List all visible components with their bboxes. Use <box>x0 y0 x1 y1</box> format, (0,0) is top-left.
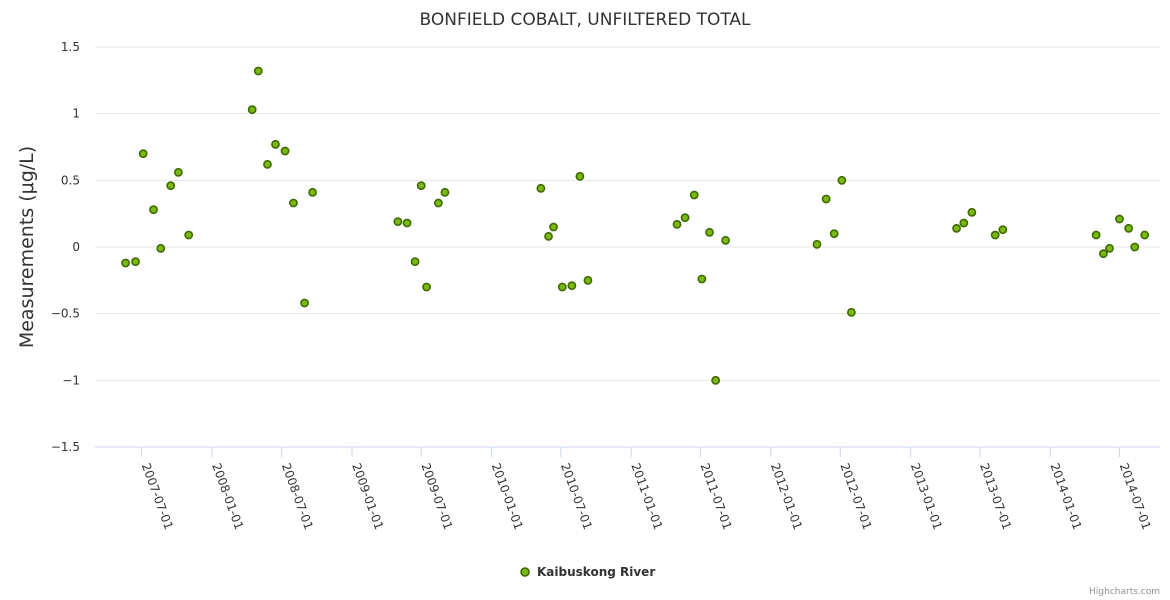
x-tick-label: 2014-07-01 <box>1117 461 1154 531</box>
data-point[interactable] <box>1130 242 1140 252</box>
data-point[interactable] <box>434 198 443 208</box>
data-point[interactable] <box>998 225 1008 235</box>
data-point[interactable] <box>575 171 585 181</box>
x-tick-label: 2010-07-01 <box>558 461 595 531</box>
legend[interactable]: Kaibuskong River <box>520 565 655 579</box>
legend-marker <box>520 567 530 577</box>
data-point[interactable] <box>536 183 546 193</box>
data-point[interactable] <box>829 229 839 239</box>
x-tick-label: 2013-01-01 <box>908 461 945 531</box>
data-point[interactable] <box>156 243 166 253</box>
data-point[interactable] <box>544 231 553 241</box>
data-point[interactable] <box>184 230 194 240</box>
data-point[interactable] <box>416 181 426 191</box>
data-point[interactable] <box>583 275 593 285</box>
x-tick-label: 2008-01-01 <box>209 461 246 531</box>
data-point[interactable] <box>300 298 309 308</box>
data-point[interactable] <box>821 194 831 204</box>
data-point[interactable] <box>410 257 420 267</box>
x-tick-label: 2013-07-01 <box>977 461 1014 531</box>
y-tick-label: 0 <box>72 240 80 254</box>
data-point[interactable] <box>846 307 856 317</box>
data-point[interactable] <box>253 66 263 76</box>
data-point[interactable] <box>837 175 847 185</box>
y-tick-label: 0.5 <box>61 173 80 187</box>
grid <box>95 46 1160 381</box>
data-point[interactable] <box>1105 243 1114 253</box>
data-point[interactable] <box>567 281 577 291</box>
x-tick-label: 2011-01-01 <box>628 461 665 531</box>
x-tick-label: 2010-01-01 <box>489 461 526 531</box>
data-point[interactable] <box>263 159 272 169</box>
y-tick-label: 1.5 <box>61 40 80 54</box>
y-tick-label: 1 <box>72 107 80 121</box>
chart-title: BONFIELD COBALT, UNFILTERED TOTAL <box>419 10 751 30</box>
x-tick-label: 2012-01-01 <box>768 461 805 531</box>
data-point[interactable] <box>680 213 690 223</box>
series-points <box>121 66 1150 385</box>
y-tick-label: −1 <box>62 373 80 387</box>
data-point[interactable] <box>549 222 558 232</box>
data-point[interactable] <box>289 198 298 208</box>
x-tick-label: 2014-01-01 <box>1047 461 1084 531</box>
data-point[interactable] <box>1115 214 1124 224</box>
data-point[interactable] <box>247 105 257 115</box>
data-point[interactable] <box>1091 230 1101 240</box>
x-tick-label: 2009-01-01 <box>349 461 386 531</box>
data-point[interactable] <box>697 274 707 284</box>
data-point[interactable] <box>131 257 140 267</box>
y-tick-label: −1.5 <box>51 440 80 454</box>
data-point[interactable] <box>672 219 682 229</box>
data-point[interactable] <box>440 187 450 197</box>
data-point[interactable] <box>280 146 290 156</box>
data-point[interactable] <box>1124 223 1134 233</box>
credits-link[interactable]: Highcharts.com <box>1089 587 1160 597</box>
y-axis-title: Measurements (μg/L) <box>16 146 38 348</box>
data-point[interactable] <box>705 227 714 237</box>
data-point[interactable] <box>138 149 148 159</box>
data-point[interactable] <box>402 218 412 228</box>
data-point[interactable] <box>967 207 977 217</box>
data-point[interactable] <box>990 230 1000 240</box>
data-point[interactable] <box>959 218 969 228</box>
legend-label: Kaibuskong River <box>537 565 655 579</box>
data-point[interactable] <box>689 190 699 200</box>
data-point[interactable] <box>173 167 183 177</box>
data-point[interactable] <box>1140 230 1150 240</box>
x-tick-label: 2009-07-01 <box>418 461 455 531</box>
data-point[interactable] <box>952 223 961 233</box>
data-point[interactable] <box>1099 249 1108 259</box>
data-point[interactable] <box>271 139 280 149</box>
y-axis: 1.5 1 0.5 0 −0.5 −1 −1.5 <box>51 40 80 454</box>
data-point[interactable] <box>149 205 158 215</box>
x-axis: 2007-07-01 2008-01-01 2008-07-01 2009-01-01… <box>95 446 1160 532</box>
x-tick-label: 2007-07-01 <box>139 461 176 531</box>
data-point[interactable] <box>557 282 567 292</box>
data-point[interactable] <box>393 217 403 227</box>
data-point[interactable] <box>721 235 730 245</box>
data-point[interactable] <box>166 181 176 191</box>
y-tick-label: −0.5 <box>51 307 80 321</box>
x-tick-label: 2011-07-01 <box>698 461 735 531</box>
data-point[interactable] <box>812 239 822 249</box>
data-point[interactable] <box>711 375 721 385</box>
data-point[interactable] <box>121 258 130 268</box>
data-point[interactable] <box>422 282 431 292</box>
data-point[interactable] <box>308 187 317 197</box>
x-tick-label: 2008-07-01 <box>279 461 316 531</box>
x-tick-label: 2012-07-01 <box>837 461 874 531</box>
